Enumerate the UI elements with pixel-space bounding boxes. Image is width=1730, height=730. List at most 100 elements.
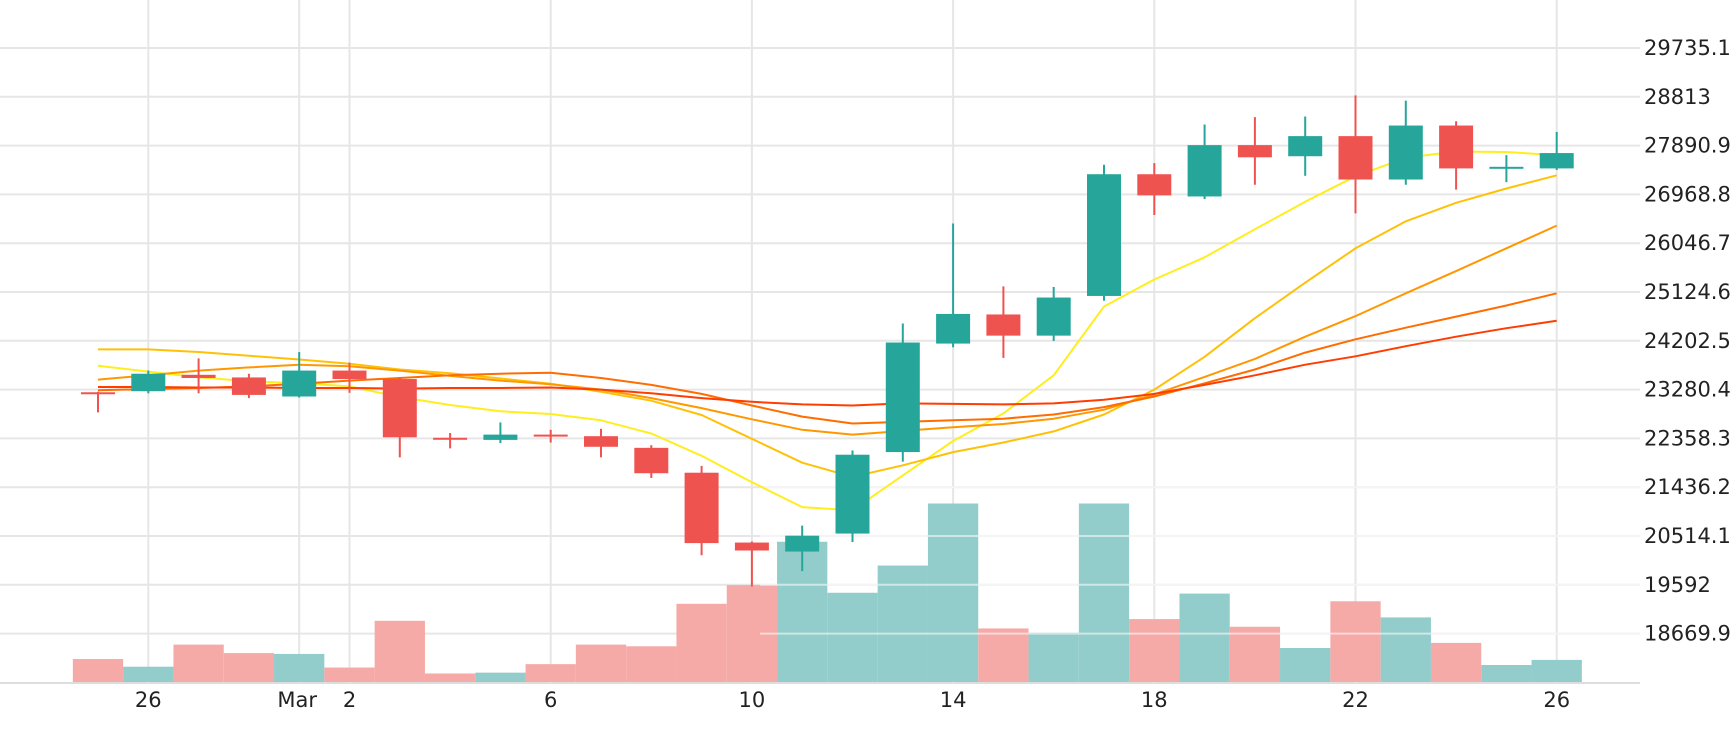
x-axis-labels: 26 Mar 2 6 10 14 18 22 26 (135, 688, 1570, 712)
volume-bar (1380, 617, 1431, 682)
y-tick-label: 26968.8 (1644, 182, 1730, 206)
x-tick-label: 22 (1342, 688, 1369, 712)
candle-body (1036, 297, 1071, 336)
candle (1237, 117, 1272, 185)
candle-body (986, 314, 1021, 336)
volume-bar (676, 603, 727, 682)
candle-body (684, 472, 719, 544)
volume-bar (274, 653, 325, 682)
candle (835, 450, 870, 543)
volume-bar (173, 644, 224, 682)
candle-body (483, 434, 518, 440)
candle (1489, 155, 1524, 183)
candle (885, 323, 920, 462)
y-tick-label: 28813 (1644, 85, 1711, 109)
volume-bar (1078, 503, 1130, 682)
volume-bar (223, 653, 275, 682)
x-tick-label: 10 (739, 688, 766, 712)
candle (332, 362, 367, 393)
candle (1288, 116, 1323, 176)
x-tick-label: 26 (135, 688, 162, 712)
candle (986, 286, 1021, 358)
candle (81, 391, 115, 413)
candle-body (332, 370, 367, 380)
moving-average-lines (97, 150, 1558, 512)
volume-bar (1531, 659, 1582, 682)
candle-body (1187, 145, 1222, 197)
candle (433, 433, 468, 449)
x-tick-label: 6 (544, 688, 557, 712)
y-tick-label: 26046.7 (1644, 231, 1730, 255)
volume-bar (575, 644, 627, 682)
y-tick-label: 19592 (1644, 573, 1711, 597)
y-tick-label: 25124.6 (1644, 280, 1730, 304)
volume-bar (1129, 619, 1180, 682)
candle-body (1388, 125, 1423, 180)
x-tick-label: Mar (277, 688, 317, 712)
y-tick-label: 22358.3 (1644, 426, 1730, 450)
candle-body (1137, 174, 1172, 196)
volume-bar (626, 646, 677, 682)
candle (684, 465, 719, 556)
candle (584, 428, 618, 458)
y-tick-label: 23280.4 (1644, 378, 1730, 402)
moving-average-line (97, 150, 1557, 512)
y-tick-label: 24202.5 (1644, 329, 1730, 353)
x-tick-label: 18 (1141, 688, 1168, 712)
volume-bar (927, 503, 979, 682)
volume-bar (1280, 648, 1331, 682)
candle (1539, 131, 1574, 170)
volume-bar (324, 667, 375, 682)
candle (1036, 286, 1071, 341)
candle-body (734, 542, 769, 551)
moving-average-line (97, 224, 1558, 436)
candle (936, 223, 971, 348)
candle (533, 429, 568, 443)
candle-body (1338, 136, 1373, 180)
volume-bar (877, 565, 928, 682)
volume-bar (1179, 593, 1230, 682)
candle-body (1237, 145, 1272, 158)
candle-body (1539, 153, 1574, 169)
candle-body (533, 434, 568, 437)
moving-average-line (97, 292, 1557, 425)
candle-body (634, 447, 669, 474)
candle-body (835, 454, 870, 534)
volume-bar (1330, 601, 1381, 682)
candle-body (433, 437, 468, 440)
candle (483, 422, 518, 444)
candle (785, 525, 820, 572)
volume-bars (72, 486, 1640, 682)
candle-body (282, 370, 317, 397)
volume-bar (1229, 626, 1281, 682)
volume-bar (72, 659, 124, 682)
volume-bar (525, 664, 576, 682)
candle (634, 445, 669, 479)
candle-body (584, 436, 618, 447)
moving-average-line (98, 174, 1557, 478)
candle (181, 358, 216, 394)
candle (734, 541, 769, 587)
moving-average-line (98, 319, 1557, 407)
volume-bar (374, 620, 425, 682)
y-tick-label: 29735.1 (1644, 36, 1730, 60)
candle-body (785, 535, 820, 552)
volume-bar (1430, 642, 1482, 682)
candle-body (885, 342, 920, 453)
candle (1439, 121, 1474, 190)
x-tick-label: 26 (1543, 688, 1570, 712)
candle-body (131, 373, 166, 392)
candle (282, 352, 317, 398)
y-tick-label: 20514.1 (1644, 524, 1730, 548)
candle-body (1087, 174, 1121, 296)
candle (1087, 164, 1121, 301)
candle-body (382, 379, 417, 438)
candle-body (936, 313, 971, 344)
candle (231, 373, 266, 399)
candle (1388, 100, 1423, 185)
y-tick-label: 21436.2 (1644, 475, 1730, 499)
y-tick-label: 27890.9 (1644, 134, 1730, 158)
candle (1338, 95, 1373, 214)
candles (81, 95, 1574, 587)
